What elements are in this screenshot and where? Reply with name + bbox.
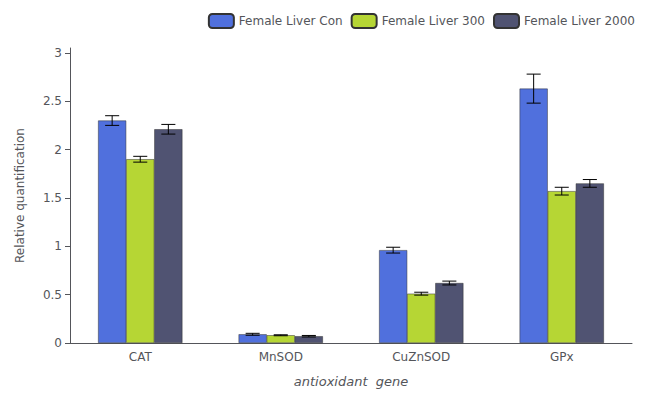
svg-text:2.5: 2.5 [43, 94, 62, 108]
svg-text:0: 0 [54, 336, 62, 350]
svg-text:1.5: 1.5 [43, 191, 62, 205]
svg-text:Female Liver Con: Female Liver Con [239, 14, 343, 28]
svg-text:CAT: CAT [129, 350, 153, 364]
svg-text:CuZnSOD: CuZnSOD [392, 350, 450, 364]
svg-text:2: 2 [54, 143, 62, 157]
svg-text:GPx: GPx [550, 350, 574, 364]
svg-text:0.5: 0.5 [43, 288, 62, 302]
svg-text:1: 1 [54, 239, 62, 253]
svg-text:MnSOD: MnSOD [259, 350, 303, 364]
svg-text:antioxidant gene: antioxidant gene [294, 374, 408, 389]
svg-text:Relative quantification: Relative quantification [13, 128, 27, 263]
svg-text:3: 3 [54, 46, 62, 60]
svg-text:Female Liver 300: Female Liver 300 [382, 14, 485, 28]
svg-text:Female Liver 2000: Female Liver 2000 [524, 14, 635, 28]
